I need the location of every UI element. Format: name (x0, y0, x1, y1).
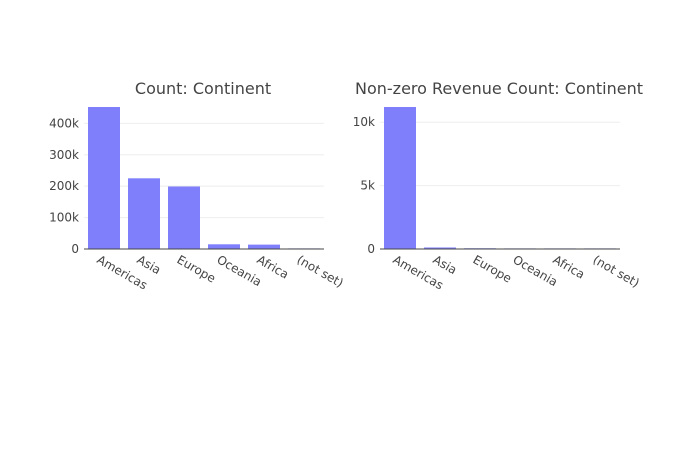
chart-count-continent: Count: Continent 0100k200k300k400kAmeric… (49, 79, 346, 292)
bar (168, 186, 200, 249)
bar (248, 244, 280, 249)
y-tick-label: 10k (353, 115, 375, 129)
x-tick-label: Europe (471, 252, 515, 285)
x-tick-label: (not set) (591, 252, 642, 290)
chart-nonzero-revenue-count-continent: Non-zero Revenue Count: Continent 0 5k 10k… (353, 79, 643, 292)
y-tick-label: 400k (49, 116, 79, 130)
y-tick-label: 200k (49, 179, 79, 193)
y-tick-label: 300k (49, 148, 79, 162)
y-tick-label: 100k (49, 211, 79, 225)
x-tick-label: Oceania (511, 252, 561, 289)
bar (128, 178, 160, 249)
bar (88, 107, 120, 249)
y-tick-label: 5k (360, 179, 375, 193)
bar (384, 107, 416, 249)
y-tick-label: 0 (367, 242, 375, 256)
bar (424, 247, 456, 249)
y-tick-label: 0 (71, 242, 79, 256)
x-tick-label: Oceania (215, 252, 265, 289)
x-tick-label: Europe (175, 252, 219, 285)
chart-title: Non-zero Revenue Count: Continent (355, 79, 643, 98)
chart-title: Count: Continent (135, 79, 271, 98)
x-tick-label: (not set) (295, 252, 346, 290)
bar (208, 244, 240, 249)
